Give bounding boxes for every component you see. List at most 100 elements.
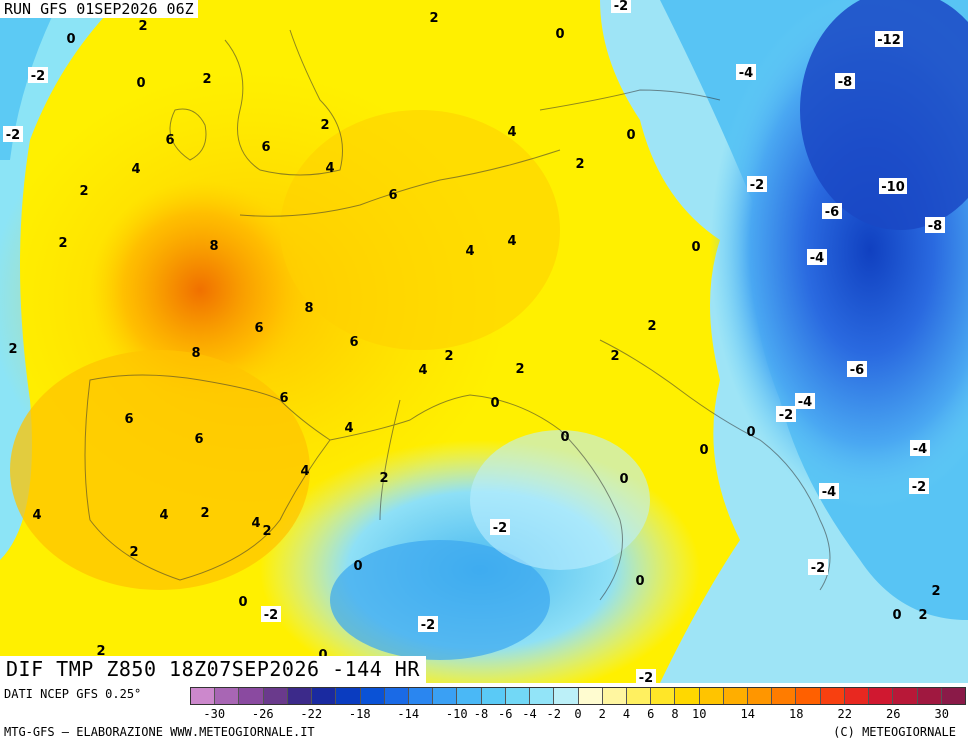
svg-text:-2: -2 — [639, 671, 653, 683]
contour-label: -6 — [847, 361, 867, 378]
contour-label: 0 — [238, 595, 247, 610]
contour-label: 4 — [465, 244, 474, 259]
contour-label: 0 — [691, 240, 700, 255]
scale-swatch — [215, 688, 240, 704]
svg-text:4: 4 — [507, 234, 516, 249]
color-scale-labels: -30 -26 -22 -18 -14 -10 -8 -6 -4 -2 0 2 4 6 8 10 14 18 22 2… — [190, 707, 966, 721]
scale-tick-label: 30 — [934, 707, 949, 721]
scale-swatch — [772, 688, 797, 704]
svg-text:-2: -2 — [264, 608, 278, 623]
scale-swatch — [191, 688, 216, 704]
scale-swatch — [408, 688, 434, 704]
scale-tick-label: 4 — [622, 707, 631, 721]
svg-text:4: 4 — [465, 244, 474, 259]
svg-text:-2: -2 — [493, 521, 507, 536]
contour-label: 2 — [200, 506, 209, 521]
svg-text:2: 2 — [429, 11, 438, 26]
scale-swatch — [384, 688, 409, 704]
scale-tick-label: 8 — [671, 707, 679, 721]
scale-swatch — [651, 688, 676, 704]
contour-label: 2 — [610, 349, 619, 364]
svg-text:4: 4 — [159, 508, 168, 523]
svg-text:-12: -12 — [877, 33, 901, 48]
svg-text:2: 2 — [575, 157, 584, 172]
scale-swatch — [578, 688, 603, 704]
svg-text:4: 4 — [344, 421, 353, 436]
svg-text:6: 6 — [194, 432, 203, 447]
contour-label: 2 — [515, 362, 524, 377]
svg-text:2: 2 — [202, 72, 211, 87]
scale-swatch — [287, 688, 313, 704]
contour-label: -4 — [807, 249, 827, 266]
svg-text:-6: -6 — [825, 205, 839, 220]
scale-tick-label: 0 — [574, 707, 582, 721]
svg-text:-2: -2 — [6, 128, 20, 143]
svg-text:2: 2 — [8, 342, 17, 357]
svg-text:-6: -6 — [850, 363, 864, 378]
color-scale-bar — [190, 687, 966, 705]
svg-text:-10: -10 — [881, 180, 905, 195]
scale-swatch — [820, 688, 845, 704]
contour-label: -4 — [736, 64, 756, 81]
scale-swatch — [626, 688, 652, 704]
contour-label: 4 — [507, 234, 516, 249]
svg-text:2: 2 — [138, 19, 147, 34]
svg-text:0: 0 — [560, 430, 569, 445]
svg-text:6: 6 — [124, 412, 133, 427]
contour-label: -2 — [636, 669, 656, 683]
svg-text:4: 4 — [507, 125, 516, 140]
svg-text:2: 2 — [58, 236, 67, 251]
contour-label: 0 — [353, 559, 362, 574]
svg-text:8: 8 — [209, 239, 218, 254]
scale-swatch — [796, 688, 821, 704]
scale-tick-label: 22 — [837, 707, 852, 721]
scale-swatch — [505, 688, 531, 704]
contour-label: 4 — [159, 508, 168, 523]
svg-text:-2: -2 — [811, 561, 825, 576]
svg-text:2: 2 — [320, 118, 329, 133]
contour-label: -2 — [28, 67, 48, 84]
contour-label: 0 — [490, 396, 499, 411]
svg-text:0: 0 — [136, 76, 145, 91]
scale-swatch — [748, 688, 773, 704]
scale-swatch — [844, 688, 870, 704]
scale-tick-label: -10 — [445, 707, 468, 721]
svg-text:4: 4 — [251, 516, 260, 531]
svg-text:4: 4 — [325, 161, 334, 176]
svg-text:2: 2 — [647, 319, 656, 334]
scale-tick-label: -6 — [498, 707, 513, 721]
contour-label: -2 — [909, 478, 929, 495]
contour-label: 8 — [304, 301, 313, 316]
scale-swatch — [530, 688, 555, 704]
scale-swatch — [602, 688, 627, 704]
scale-swatch — [336, 688, 361, 704]
scale-tick-label: 2 — [598, 707, 606, 721]
contour-label: -2 — [776, 406, 796, 423]
contour-label: 0 — [892, 608, 901, 623]
contour-label: 8 — [209, 239, 218, 254]
scale-tick-label: -26 — [251, 707, 274, 721]
scale-swatch — [263, 688, 288, 704]
contour-label: 2 — [58, 236, 67, 251]
contour-label: 4 — [32, 508, 41, 523]
contour-label: 4 — [418, 363, 427, 378]
svg-text:0: 0 — [490, 396, 499, 411]
contour-label: 0 — [746, 425, 755, 440]
contour-label: 0 — [555, 27, 564, 42]
contour-label: 0 — [560, 430, 569, 445]
svg-text:-2: -2 — [614, 0, 628, 14]
svg-text:0: 0 — [555, 27, 564, 42]
svg-text:2: 2 — [129, 545, 138, 560]
contour-label: 2 — [575, 157, 584, 172]
scale-swatch — [433, 688, 458, 704]
svg-text:-8: -8 — [838, 75, 852, 90]
contour-label: 4 — [300, 464, 309, 479]
temperature-anomaly-map: 202-20 -12-2 0 2 -4-8-2 62 4 064 4 22 6-2 -10-6-82 8… — [0, 0, 968, 683]
scale-swatch — [239, 688, 264, 704]
scale-swatch — [457, 688, 482, 704]
svg-text:2: 2 — [96, 644, 105, 659]
svg-text:4: 4 — [300, 464, 309, 479]
svg-text:2: 2 — [918, 608, 927, 623]
contour-label: 6 — [124, 412, 133, 427]
contour-label: -4 — [819, 483, 839, 500]
